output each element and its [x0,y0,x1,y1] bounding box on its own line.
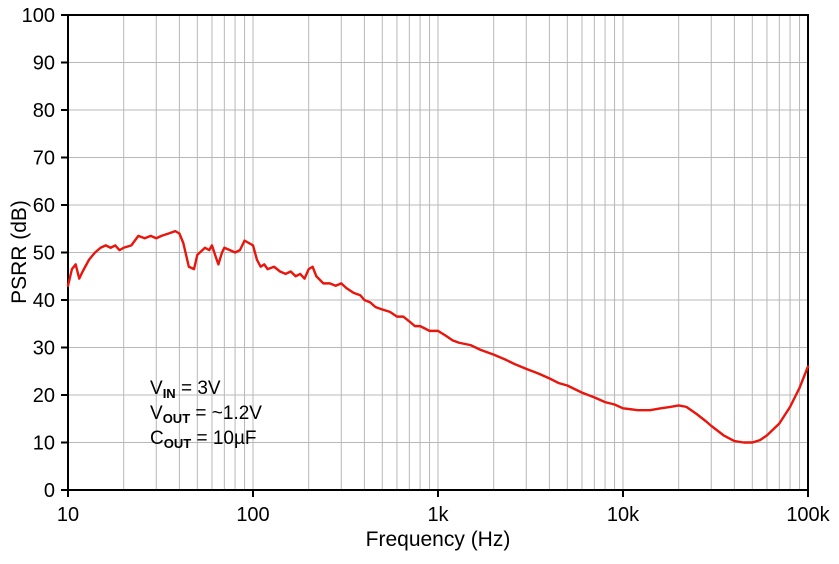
y-axis-label: PSRR (dB) [8,200,31,304]
y-tick-label: 70 [33,148,55,170]
annotation-line: VIN = 3V [150,378,221,401]
psrr-curve-layer [66,229,810,444]
x-tick-label: 100 [236,504,269,526]
annotation-line: COUT = 10µF [150,428,257,451]
psrr-curve [66,229,810,444]
y-tick-label: 100 [22,5,55,27]
y-tick-label: 50 [33,243,55,265]
x-tick-label: 10k [607,504,640,526]
x-axis-label: Frequency (Hz) [366,528,511,551]
y-tick-label: 90 [33,53,55,75]
y-tick-label: 30 [33,338,55,360]
y-tick-label: 0 [44,480,55,502]
x-tick-labels: 10 100 1k 10k 100k [57,504,831,526]
x-tick-label: 1k [427,504,449,526]
y-tick-label: 20 [33,385,55,407]
y-tick-labels: 0 10 20 30 40 50 60 70 80 90 100 [22,5,55,502]
x-tick-label: 100k [786,504,830,526]
x-tick-label: 10 [57,504,79,526]
y-tick-label: 10 [33,433,55,455]
annotation-line: VOUT = ~1.2V [150,403,262,426]
plot-frame [61,14,809,497]
y-tick-label: 80 [33,100,55,122]
grid-lines [68,15,808,490]
y-tick-label: 60 [33,195,55,217]
y-tick-label: 40 [33,290,55,312]
